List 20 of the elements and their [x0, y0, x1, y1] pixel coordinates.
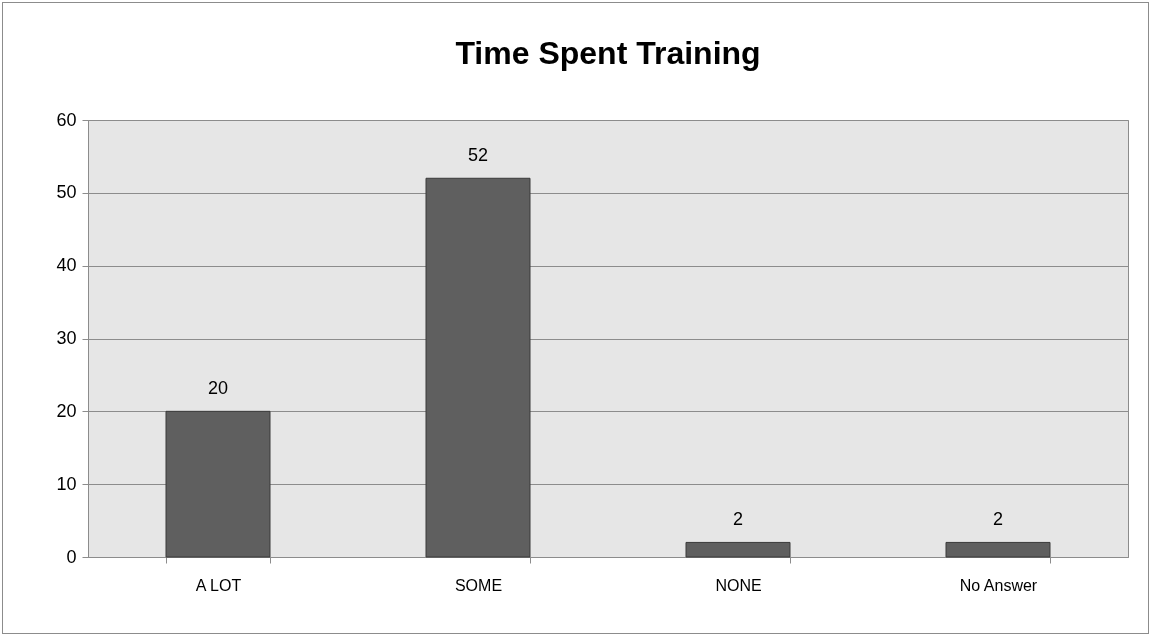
data-label: 20 [207, 378, 229, 399]
data-label: 2 [992, 509, 1004, 530]
x-tick-label: A LOT [195, 576, 242, 594]
data-label: 52 [467, 145, 489, 166]
y-tick-label: 60 [56, 109, 77, 130]
y-tick-label: 20 [56, 400, 77, 421]
x-tick-label: No Answer [959, 576, 1038, 594]
y-tick-label: 10 [56, 473, 77, 494]
x-tick-label: SOME [454, 576, 503, 594]
chart-title: Time Spent Training [455, 35, 761, 71]
y-tick-label: 30 [56, 328, 77, 348]
bar [425, 177, 531, 558]
bar [945, 541, 1051, 558]
y-tick-label: 40 [56, 255, 77, 276]
y-tick-label: 50 [56, 182, 77, 203]
x-tick-label: NONE [715, 576, 762, 594]
data-label: 2 [732, 509, 744, 530]
bar [165, 410, 271, 558]
y-tick-label: 0 [66, 546, 77, 567]
bar [685, 541, 791, 558]
